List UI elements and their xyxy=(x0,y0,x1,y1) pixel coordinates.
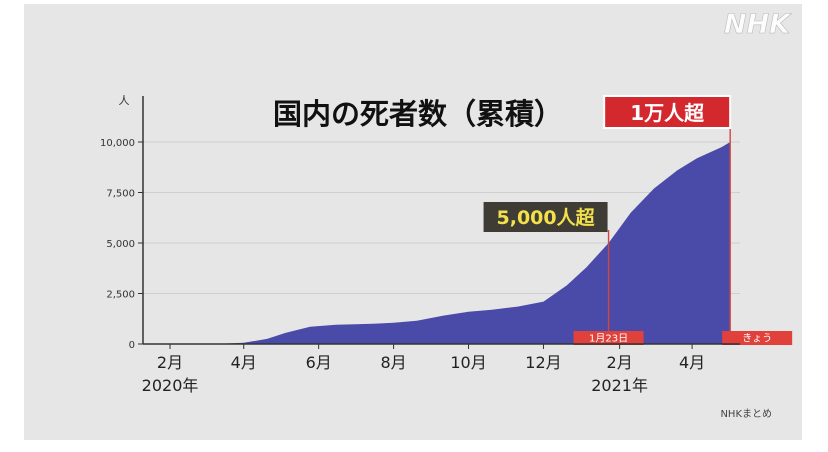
x-tick-label: 12月 xyxy=(525,353,561,372)
y-tick-label: 0 xyxy=(129,340,135,351)
y-tick-label: 5,000 xyxy=(106,239,135,250)
y-tick-label: 2,500 xyxy=(106,290,135,301)
chart-title: 国内の死者数（累積） xyxy=(273,97,563,131)
x-tick-labels: 2月 4月 6月 8月 10月 12月 2月 4月 2020年 2021年 xyxy=(142,344,705,395)
x-tick-label: 2月 xyxy=(157,353,183,372)
x-year-label: 2021年 xyxy=(591,376,648,395)
annotation-text: 5,000人超 xyxy=(497,206,596,229)
x-tick-label: 10月 xyxy=(450,353,486,372)
marker-lines: 1月23日 きょう xyxy=(573,124,793,345)
annotation-box xyxy=(483,202,608,232)
x-year-label: 2020年 xyxy=(142,376,199,395)
y-tick-label: 10,000 xyxy=(100,138,135,149)
y-tick-label: 7,500 xyxy=(106,189,135,200)
annotation-box xyxy=(603,95,732,129)
marker-label-box xyxy=(573,331,644,345)
marker-label: きょう xyxy=(742,333,772,345)
x-tick-label: 2月 xyxy=(607,353,633,372)
marker-label-box xyxy=(722,331,793,345)
x-tick-label: 8月 xyxy=(380,353,406,372)
source-note: NHKまとめ xyxy=(720,408,772,420)
x-tick-label: 6月 xyxy=(306,353,332,372)
x-tick-label: 4月 xyxy=(679,353,705,372)
marker-label: 1月23日 xyxy=(589,333,628,345)
annotations: 5,000人超 1万人超 xyxy=(483,95,732,232)
x-tick-label: 4月 xyxy=(231,353,257,372)
area-fill xyxy=(184,142,731,344)
annotation-text: 1万人超 xyxy=(630,101,705,125)
y-unit-label: 人 xyxy=(119,94,130,107)
y-tick-labels: 0 2,500 5,000 7,500 10,000 xyxy=(100,138,143,351)
nhk-watermark: NHK xyxy=(724,9,792,40)
